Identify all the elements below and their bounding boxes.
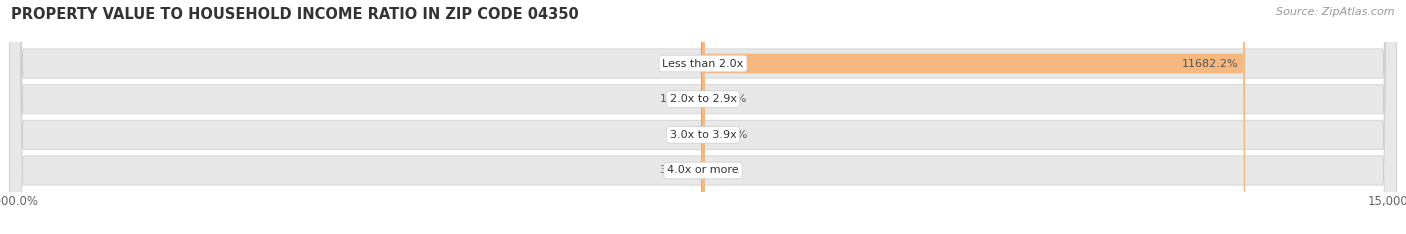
Text: Less than 2.0x: Less than 2.0x (662, 58, 744, 69)
Text: 38.6%: 38.6% (659, 165, 695, 176)
Text: 13.4%: 13.4% (659, 94, 696, 104)
FancyBboxPatch shape (10, 0, 1396, 234)
FancyBboxPatch shape (700, 0, 704, 234)
Text: 4.0x or more: 4.0x or more (668, 165, 738, 176)
FancyBboxPatch shape (700, 0, 703, 234)
Text: 35.7%: 35.7% (659, 58, 695, 69)
Text: 4.2%: 4.2% (710, 165, 738, 176)
FancyBboxPatch shape (703, 0, 706, 234)
FancyBboxPatch shape (700, 0, 704, 234)
Text: 31.8%: 31.8% (711, 94, 747, 104)
FancyBboxPatch shape (10, 0, 1396, 234)
FancyBboxPatch shape (10, 0, 1396, 234)
Text: 38.6%: 38.6% (711, 130, 747, 140)
Text: 11682.2%: 11682.2% (1181, 58, 1239, 69)
Text: PROPERTY VALUE TO HOUSEHOLD INCOME RATIO IN ZIP CODE 04350: PROPERTY VALUE TO HOUSEHOLD INCOME RATIO… (11, 7, 579, 22)
Text: 2.0x to 2.9x: 2.0x to 2.9x (669, 94, 737, 104)
FancyBboxPatch shape (702, 0, 706, 234)
FancyBboxPatch shape (10, 0, 1396, 234)
FancyBboxPatch shape (700, 0, 706, 234)
Text: Source: ZipAtlas.com: Source: ZipAtlas.com (1277, 7, 1395, 17)
Text: 3.0x to 3.9x: 3.0x to 3.9x (669, 130, 737, 140)
FancyBboxPatch shape (700, 0, 703, 234)
Text: 9.9%: 9.9% (666, 130, 696, 140)
FancyBboxPatch shape (703, 0, 1246, 234)
